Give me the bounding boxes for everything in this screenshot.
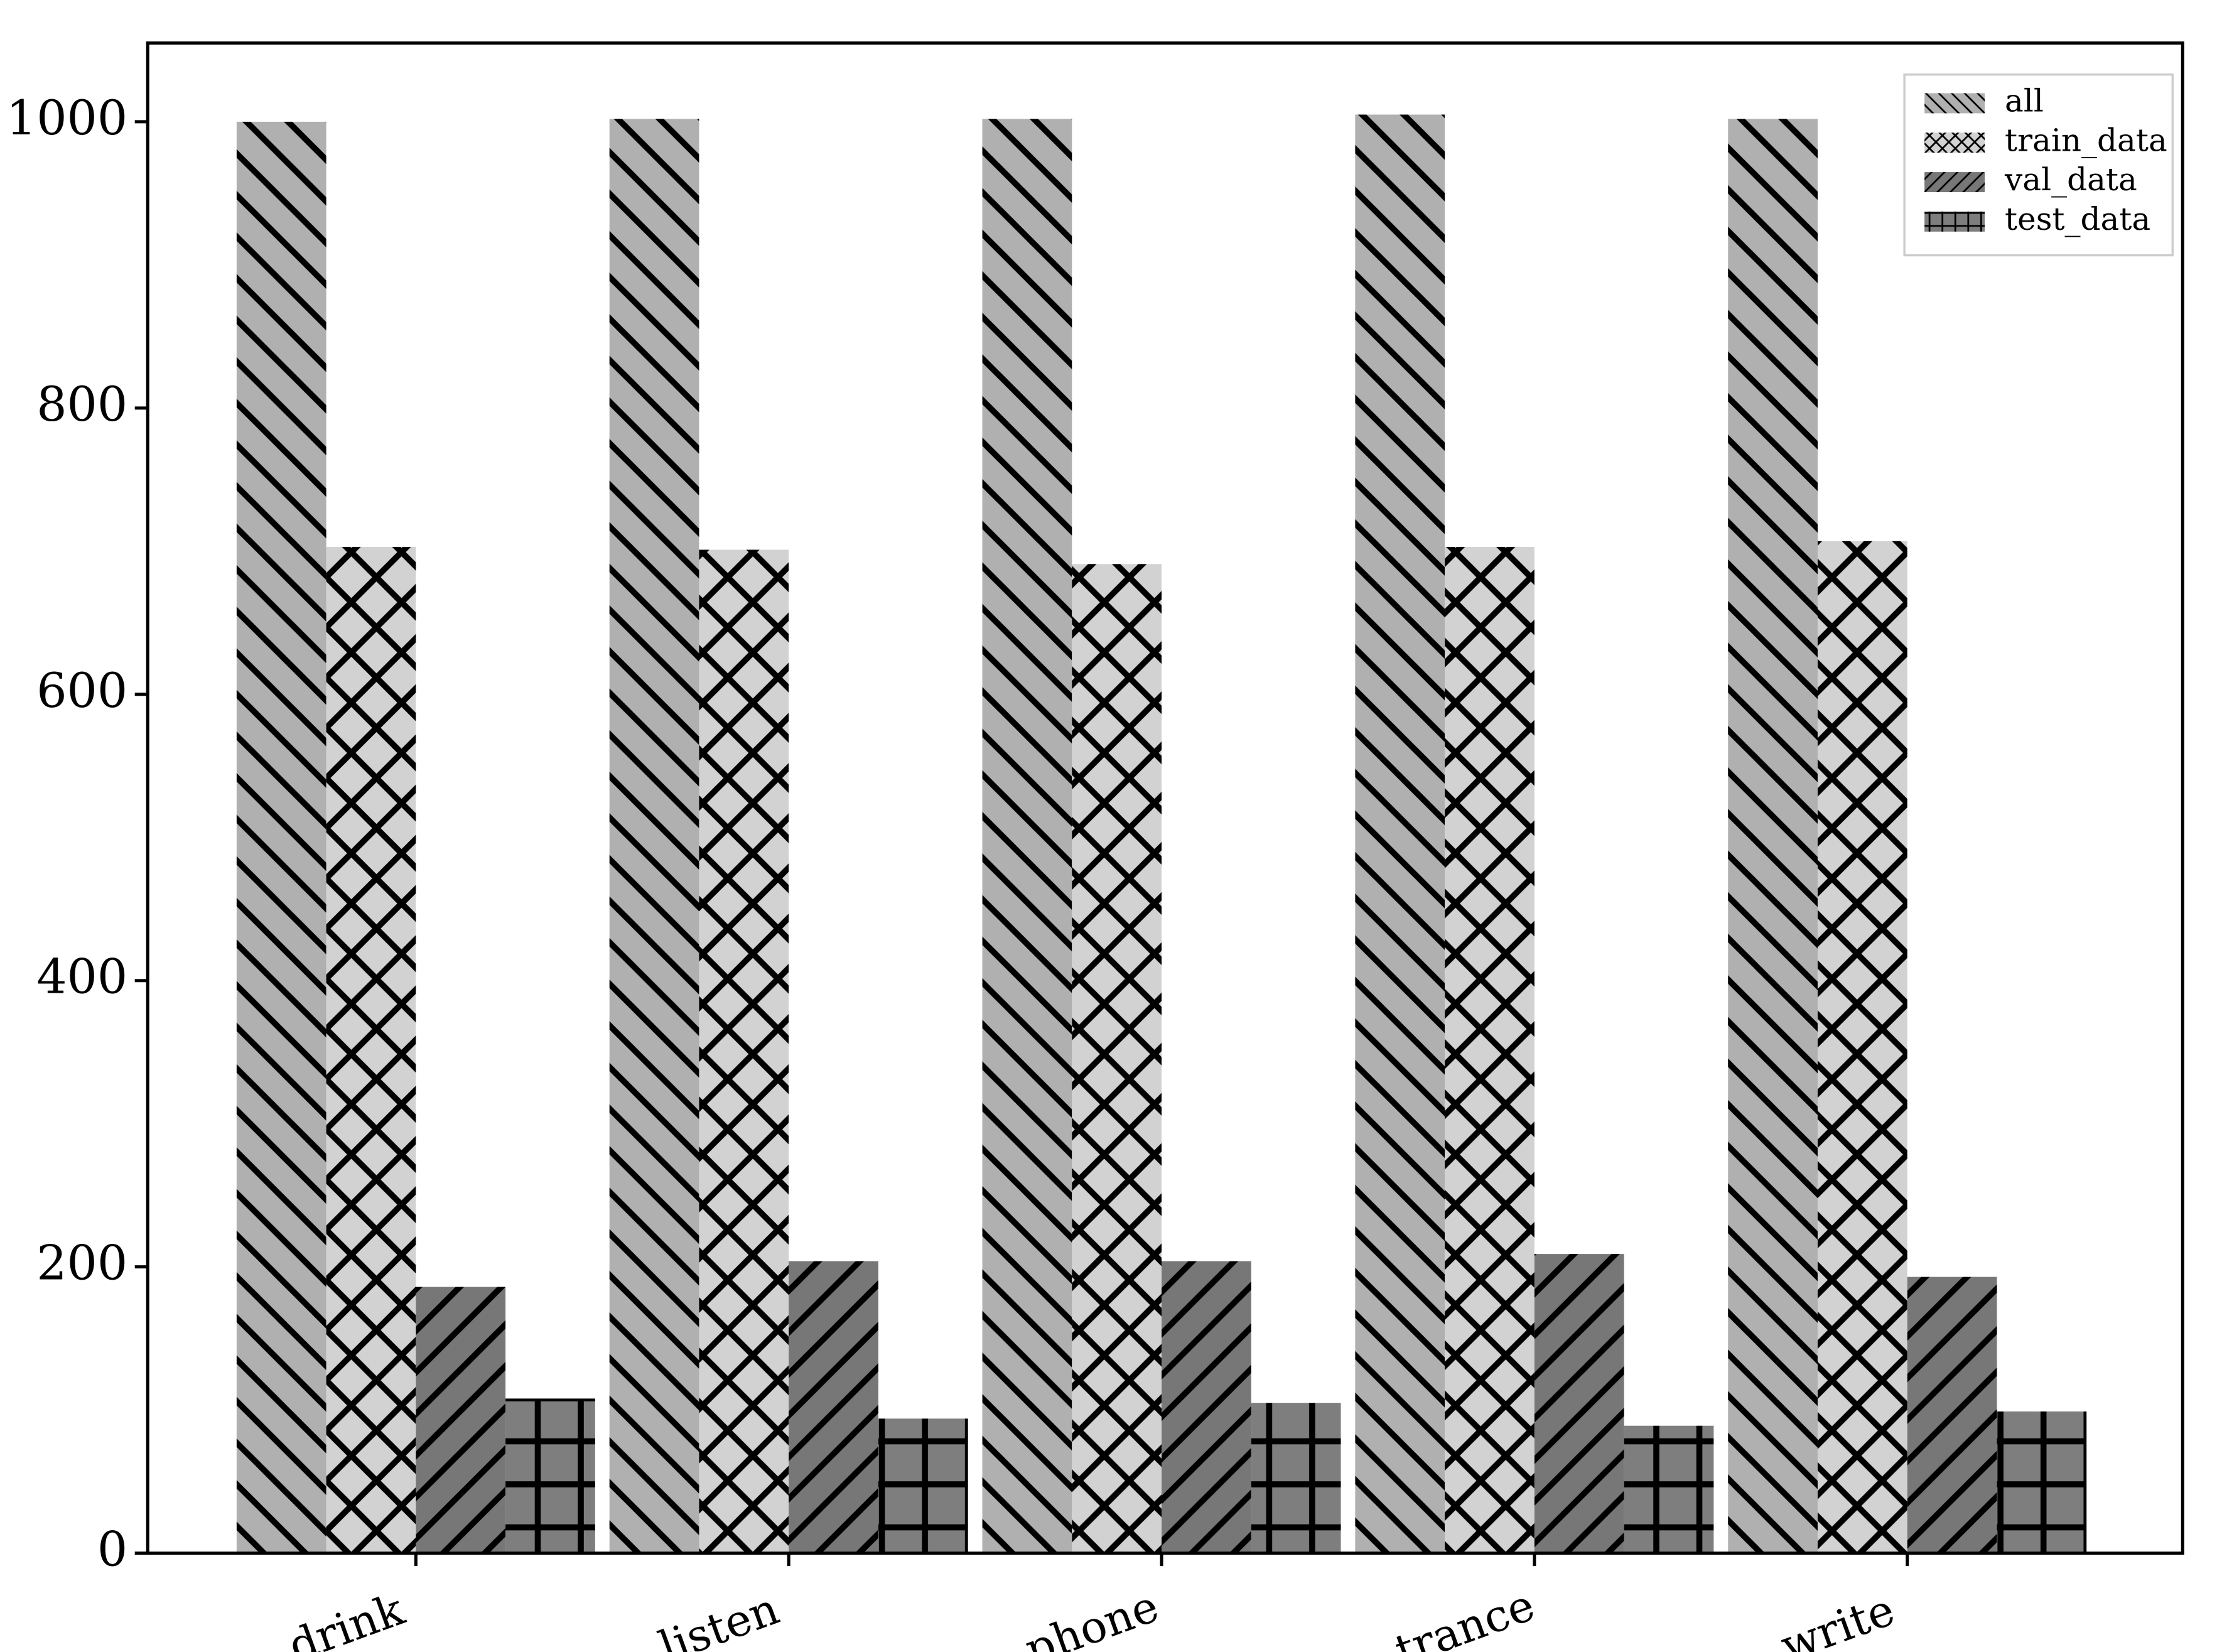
- bar: [789, 1261, 878, 1553]
- bar: [416, 1287, 506, 1553]
- bar: [699, 549, 789, 1553]
- bar: [609, 119, 699, 1553]
- bar: [1072, 564, 1162, 1553]
- bar: [1817, 541, 1907, 1553]
- plot-frame: [146, 41, 2184, 1555]
- bar: [505, 1398, 595, 1553]
- legend-swatch: [1924, 172, 1985, 193]
- bar: [1162, 1261, 1251, 1553]
- bar: [878, 1418, 968, 1553]
- bar: [1534, 1254, 1624, 1553]
- bar: [1355, 114, 1445, 1553]
- y-tick-label: 400: [36, 949, 127, 1005]
- bar: [326, 546, 416, 1553]
- x-tick-label: drink: [282, 1584, 411, 1652]
- legend-label: test_data: [2005, 201, 2150, 237]
- legend-label: all: [2005, 82, 2044, 119]
- legend-swatch: [1924, 132, 1985, 153]
- y-tick-label: 200: [36, 1235, 127, 1291]
- bar: [1728, 119, 1818, 1553]
- legend-swatch: [1924, 211, 1985, 232]
- y-tick-label: 1000: [6, 90, 127, 146]
- x-tick-label: listen: [652, 1583, 785, 1652]
- bar: [1907, 1277, 1997, 1553]
- x-tick-label: phone: [1018, 1580, 1165, 1652]
- y-tick-label: 800: [36, 376, 127, 432]
- bar: [982, 119, 1072, 1553]
- x-tick-label: trance: [1388, 1579, 1541, 1652]
- y-tick-label: 600: [36, 662, 127, 718]
- bar: [1997, 1411, 2087, 1553]
- bar: [1624, 1425, 1714, 1553]
- bar: [1251, 1403, 1341, 1553]
- bar: [236, 121, 326, 1553]
- y-tick-label: 0: [97, 1521, 127, 1577]
- legend-label: train_data: [2005, 122, 2167, 158]
- legend-swatch: [1924, 93, 1985, 114]
- legend-label: val_data: [2004, 161, 2137, 198]
- x-tick-label: write: [1774, 1584, 1901, 1652]
- bar: [1445, 546, 1535, 1553]
